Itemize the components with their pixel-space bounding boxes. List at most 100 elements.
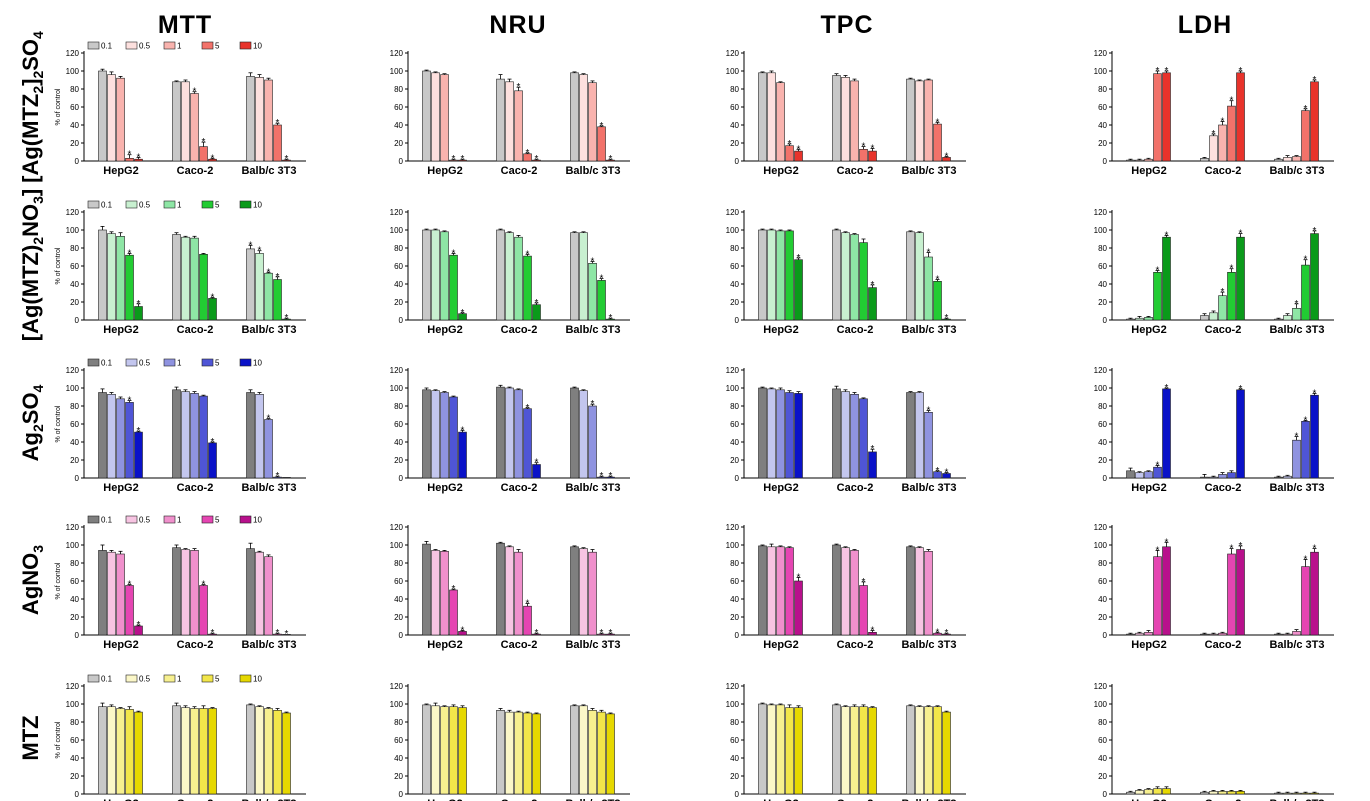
y-tick-label: 40 — [1098, 280, 1107, 289]
bar-balb-c-3t3-0-5 — [255, 551, 264, 636]
bar-balb-c-3t3-0-5 — [255, 706, 264, 795]
significance-star: * — [1295, 299, 1299, 310]
bar-balb-c-3t3-0-5 — [579, 548, 588, 636]
bar-hepg2-0-5 — [431, 550, 440, 636]
panel-ag-mtz-2no3-nru: 020406080100120**HepG2**Caco-2***Balb/c … — [390, 208, 630, 336]
bar-caco-2-1 — [850, 706, 859, 795]
bar-balb-c-3t3-5 — [1301, 110, 1310, 162]
legend-label: 10 — [253, 675, 262, 684]
category-label-caco-2: Caco-2 — [837, 165, 874, 177]
significance-star: * — [600, 471, 604, 482]
bar-balb-c-3t3-10 — [1310, 792, 1319, 795]
bar-hepg2-0-1 — [98, 229, 107, 321]
y-tick-label: 40 — [70, 121, 79, 130]
bar-caco-2-10 — [868, 707, 877, 795]
bar-balb-c-3t3-0-5 — [1283, 475, 1292, 479]
bar-hepg2-0-1 — [422, 70, 431, 162]
bar-balb-c-3t3-5 — [597, 711, 606, 795]
category-label-hepg2: HepG2 — [427, 324, 462, 336]
y-tick-label: 60 — [730, 420, 739, 429]
significance-star: * — [137, 620, 141, 631]
bar-hepg2-1 — [1144, 158, 1153, 162]
significance-star: * — [1221, 287, 1225, 298]
row-label-mtz: MTZ — [18, 715, 43, 760]
category-label-caco-2: Caco-2 — [837, 482, 874, 494]
bar-balb-c-3t3-0-1 — [246, 76, 255, 162]
bar-caco-2-5 — [1227, 790, 1236, 795]
y-tick-label: 40 — [70, 754, 79, 763]
bar-balb-c-3t3-5 — [597, 126, 606, 162]
y-tick-label: 20 — [1098, 772, 1107, 781]
bar-caco-2-0-1 — [496, 542, 505, 636]
y-tick-label: 120 — [1094, 366, 1108, 375]
y-tick-label: 20 — [394, 613, 403, 622]
bar-caco-2-0-1 — [1200, 633, 1209, 636]
category-label-caco-2: Caco-2 — [837, 798, 874, 801]
legend-label: 5 — [215, 675, 220, 684]
y-tick-label: 0 — [1103, 157, 1108, 166]
bar-balb-c-3t3-0-5 — [1283, 792, 1292, 795]
bar-caco-2-1 — [514, 236, 523, 321]
category-label-caco-2: Caco-2 — [501, 798, 538, 801]
y-tick-label: 100 — [1094, 384, 1108, 393]
y-tick-label: 120 — [726, 208, 740, 217]
bar-caco-2-0-1 — [172, 705, 181, 795]
bar-caco-2-0-1 — [1200, 476, 1209, 479]
bar-hepg2-10 — [794, 259, 803, 321]
bar-hepg2-1 — [776, 704, 785, 795]
y-tick-label: 40 — [394, 438, 403, 447]
bar-caco-2-1 — [850, 234, 859, 321]
y-tick-label: 20 — [730, 139, 739, 148]
bar-hepg2-0-1 — [1126, 633, 1135, 636]
significance-star: * — [1165, 66, 1169, 77]
bar-hepg2-0-5 — [107, 706, 116, 795]
bar-balb-c-3t3-1 — [588, 262, 597, 321]
bar-hepg2-1 — [776, 82, 785, 162]
significance-star: * — [871, 280, 875, 291]
category-label-balb-c-3t3: Balb/c 3T3 — [901, 165, 956, 177]
bar-balb-c-3t3-1 — [588, 709, 597, 795]
bar-hepg2-1 — [440, 550, 449, 636]
y-tick-label: 120 — [1094, 208, 1108, 217]
legend-swatch-10 — [239, 674, 252, 683]
legend-label: 10 — [253, 516, 262, 525]
bar-caco-2-5 — [1227, 553, 1236, 636]
category-label-caco-2: Caco-2 — [177, 482, 214, 494]
panel-mtz-mtt: 0 20 40 60 80 100 120 % of control HepG2 Caco-2 Ba… — [55, 675, 306, 801]
y-tick-label: 60 — [394, 420, 403, 429]
bar-hepg2-10 — [134, 431, 143, 479]
bar-hepg2-0-1 — [758, 229, 767, 321]
significance-star: * — [1313, 388, 1317, 399]
significance-star: * — [600, 274, 604, 285]
bar-caco-2-0-1 — [172, 234, 181, 321]
y-tick-label: 60 — [1098, 103, 1107, 112]
bar-caco-2-0-1 — [832, 704, 841, 795]
bar-caco-2-0-5 — [505, 81, 514, 162]
legend-swatch-0-1 — [87, 41, 100, 50]
bar-caco-2-0-1 — [832, 388, 841, 479]
y-tick-label: 60 — [730, 103, 739, 112]
bar-hepg2-10 — [458, 431, 467, 479]
bar-caco-2-0-5 — [505, 711, 514, 795]
bar-hepg2-10 — [458, 707, 467, 795]
bar-hepg2-0-5 — [431, 72, 440, 162]
y-tick-label: 120 — [1094, 682, 1108, 691]
category-label-caco-2: Caco-2 — [501, 324, 538, 336]
bar-caco-2-0-5 — [1209, 476, 1218, 479]
category-label-balb-c-3t3: Balb/c 3T3 — [241, 639, 296, 651]
y-tick-label: 100 — [66, 700, 80, 709]
bar-balb-c-3t3-0-1 — [1274, 792, 1283, 795]
legend-label: 10 — [253, 42, 262, 51]
row-label-agno3: AgNO3 — [18, 545, 46, 615]
legend-swatch-0-5 — [125, 358, 138, 367]
significance-star: * — [137, 426, 141, 437]
bar-hepg2-1 — [440, 392, 449, 479]
y-axis-label: % of control — [55, 721, 62, 758]
category-label-caco-2: Caco-2 — [837, 639, 874, 651]
bar-balb-c-3t3-1 — [924, 79, 933, 162]
bar-caco-2-1 — [1218, 295, 1227, 321]
bar-caco-2-5 — [1227, 271, 1236, 321]
category-label-hepg2: HepG2 — [1131, 639, 1166, 651]
significance-star: * — [927, 406, 931, 417]
